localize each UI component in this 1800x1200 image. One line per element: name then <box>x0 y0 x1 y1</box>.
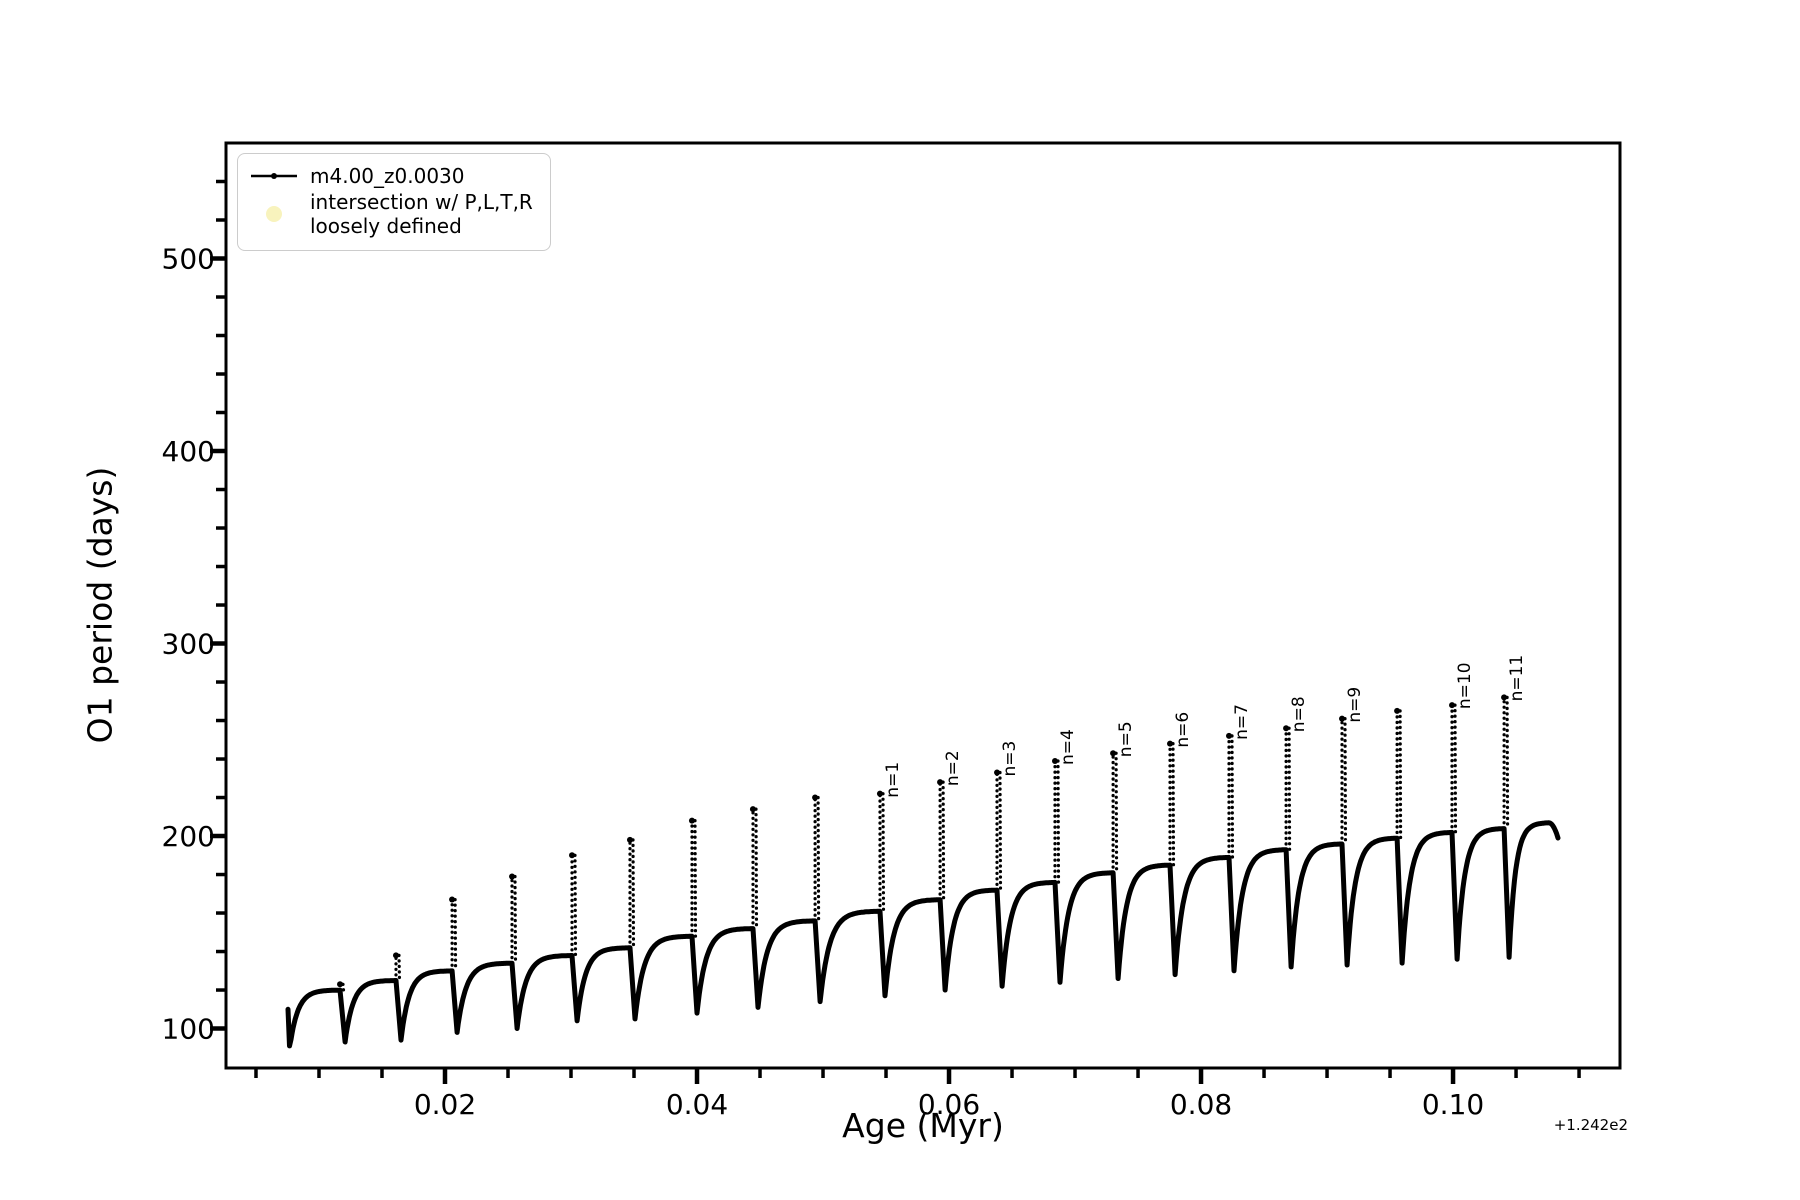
spike-peak-dot <box>937 779 944 786</box>
spike-peak-dot <box>569 852 576 859</box>
spike-peak-dot <box>1283 725 1290 732</box>
axes-box <box>224 141 1622 1070</box>
spike-peak-dot <box>337 981 344 988</box>
x-axis-offset-text: +1.242e2 <box>1553 1116 1628 1134</box>
y-tick-label: 100 <box>162 1013 215 1046</box>
legend-label-series: m4.00_z0.0030 <box>310 164 465 188</box>
spike-annotation: n=10 <box>1455 662 1475 709</box>
spike-annotation: n=8 <box>1289 696 1309 732</box>
y-tick-label: 300 <box>162 628 215 661</box>
spike-peak-dot <box>1226 732 1233 739</box>
spike-peak-dot <box>1339 715 1346 722</box>
spike-annotation: n=9 <box>1345 687 1365 723</box>
spike-peak-dot <box>449 896 456 903</box>
y-axis-title: O1 period (days) <box>80 466 120 744</box>
spike-peak-dot <box>392 952 399 959</box>
spike-peak-dot <box>509 873 516 880</box>
spike-peak-dot <box>749 806 756 813</box>
spike-annotation: n=7 <box>1232 704 1252 740</box>
spike-peak-dot <box>1394 707 1401 714</box>
spike-peak-dot <box>626 836 633 843</box>
spike-peak-dot <box>876 790 883 797</box>
legend: m4.00_z0.0030 intersection w/ P,L,T,R lo… <box>237 153 551 251</box>
spike-peak-dot <box>1167 740 1174 747</box>
spike-peak-dot <box>688 817 695 824</box>
spike-annotation: n=4 <box>1058 729 1078 765</box>
spike-annotation: n=5 <box>1116 721 1136 757</box>
y-tick-label: 500 <box>162 243 215 276</box>
spike-peak-dot <box>994 769 1001 776</box>
spike-peak-dot <box>1501 694 1508 701</box>
x-tick-label: 0.04 <box>666 1088 728 1121</box>
x-tick-label: 0.08 <box>1170 1088 1232 1121</box>
spike-annotation: n=6 <box>1173 712 1193 748</box>
legend-label-intersection: intersection w/ P,L,T,R loosely defined <box>310 190 533 238</box>
spike-peak-dot <box>812 794 819 801</box>
spike-peak-dot <box>1110 750 1117 757</box>
legend-item-series: m4.00_z0.0030 <box>248 164 538 188</box>
x-tick-label: 0.02 <box>414 1088 476 1121</box>
y-tick-label: 200 <box>162 820 215 853</box>
x-tick-label: 0.06 <box>918 1088 980 1121</box>
y-tick-label: 400 <box>162 435 215 468</box>
intersection-circle-icon <box>248 206 300 222</box>
spike-dotted-line <box>338 695 1510 992</box>
spike-annotation: n=11 <box>1507 655 1527 702</box>
spike-peak-dot <box>1051 757 1058 764</box>
spike-peak-dot <box>1449 702 1456 709</box>
spike-annotation: n=1 <box>883 762 903 798</box>
spike-annotation: n=3 <box>1000 741 1020 777</box>
x-tick-label: 0.10 <box>1422 1088 1484 1121</box>
x-axis-title: Age (Myr) <box>842 1106 1004 1145</box>
spike-annotation: n=2 <box>943 750 963 786</box>
data-curve <box>285 820 1561 1049</box>
line-dot-marker-icon <box>248 165 300 187</box>
legend-item-intersection: intersection w/ P,L,T,R loosely defined <box>248 190 538 238</box>
